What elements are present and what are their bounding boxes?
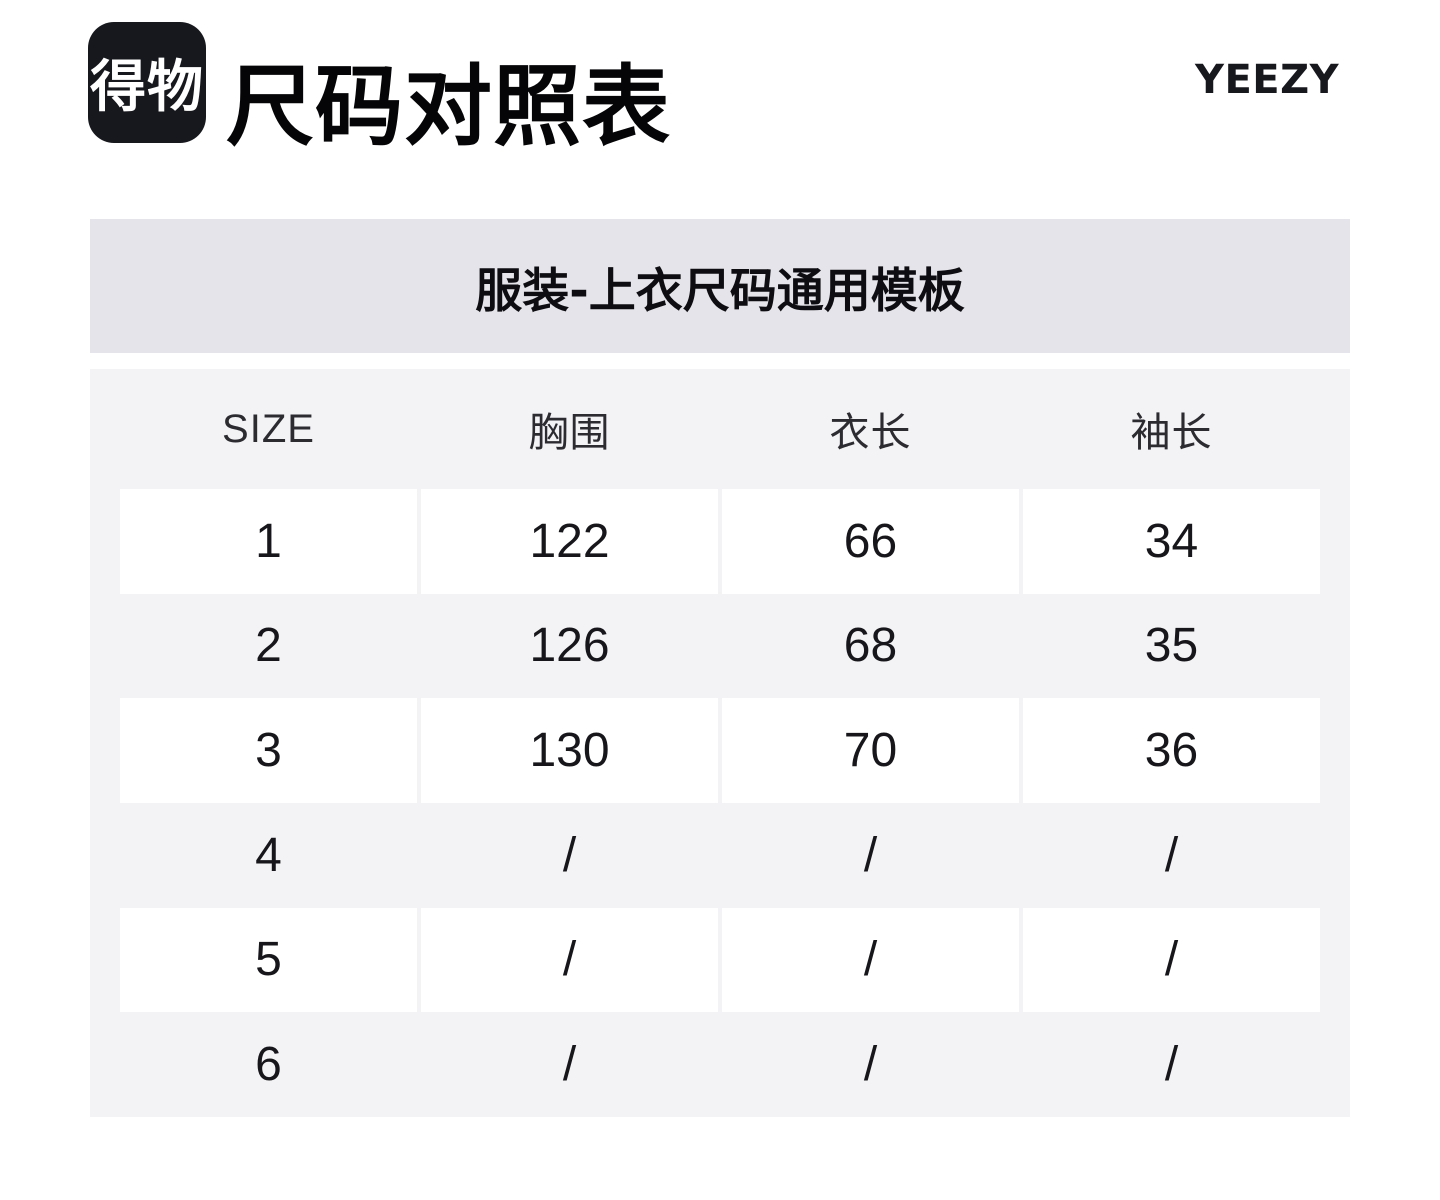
cell-size: 2 (255, 619, 282, 673)
cell-sleeve: / (1023, 907, 1320, 1013)
table-row: 1 122 66 34 (120, 489, 1320, 594)
dewu-app-logo-icon: 得物 (88, 22, 206, 143)
cell-size: 3 (120, 698, 417, 803)
cell-length: / (863, 828, 878, 882)
cell-sleeve: 35 (1144, 619, 1199, 673)
cell-sleeve: / (1164, 828, 1179, 882)
cell-length: 70 (722, 698, 1019, 803)
cell-chest: 126 (529, 619, 610, 673)
table-row: 2 126 68 35 (120, 594, 1320, 699)
cell-length: / (863, 1038, 878, 1092)
table-row: 5 / / / (120, 907, 1320, 1013)
column-header-length: 衣长 (829, 411, 912, 455)
template-banner-title: 服装-上衣尺码通用模板 (475, 263, 965, 319)
cell-chest: / (562, 1038, 577, 1092)
page-title: 尺码对照表 (226, 55, 672, 158)
cell-size: 4 (255, 828, 282, 882)
cell-chest: / (421, 907, 718, 1013)
cell-chest: 122 (421, 489, 718, 594)
size-table: SIZE 胸围 衣长 袖长 1 122 66 34 2 126 68 35 3 … (90, 369, 1350, 1117)
cell-sleeve: 34 (1023, 489, 1320, 594)
table-row: 4 / / / (120, 803, 1320, 908)
cell-sleeve: / (1164, 1038, 1179, 1092)
column-header-chest: 胸围 (528, 411, 611, 455)
cell-size: 5 (120, 907, 417, 1013)
cell-length: 66 (722, 489, 1019, 594)
cell-size: 6 (255, 1038, 282, 1092)
cell-sleeve: 36 (1023, 698, 1320, 803)
cell-size: 1 (120, 489, 417, 594)
cell-length: / (722, 907, 1019, 1013)
table-row: 3 130 70 36 (120, 698, 1320, 803)
cell-chest: 130 (421, 698, 718, 803)
size-table-header-row: SIZE 胸围 衣长 袖长 (120, 369, 1320, 489)
cell-chest: / (562, 828, 577, 882)
brand-logo-yeezy: YEEZY (1195, 57, 1340, 103)
dewu-logo-text: 得物 (90, 55, 204, 120)
table-row: 6 / / / (120, 1012, 1320, 1117)
cell-length: 68 (843, 619, 898, 673)
column-header-sleeve: 袖长 (1130, 411, 1213, 455)
template-banner: 服装-上衣尺码通用模板 (90, 219, 1350, 353)
column-header-size: SIZE (222, 406, 315, 451)
